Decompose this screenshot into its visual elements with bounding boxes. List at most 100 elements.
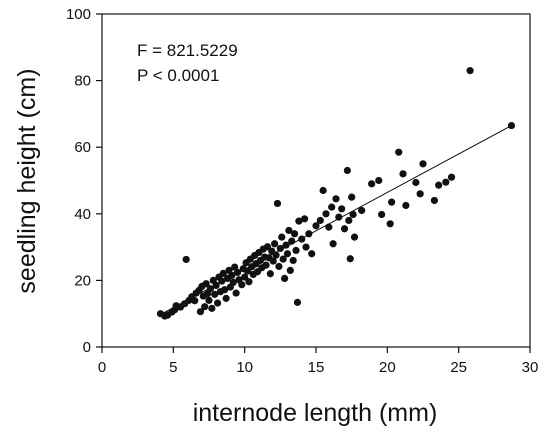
data-point (202, 280, 210, 288)
annotation-p-value: P < 0.0001 (137, 66, 219, 85)
data-point (286, 266, 294, 275)
data-point (332, 195, 340, 203)
data-point (300, 215, 309, 223)
data-point (466, 67, 474, 75)
data-point (358, 206, 366, 215)
data-point (312, 222, 320, 230)
data-point (245, 278, 253, 286)
data-point (269, 257, 277, 265)
data-point (218, 277, 226, 285)
data-point (273, 199, 282, 208)
y-tick-label: 80 (74, 73, 91, 90)
data-point (298, 235, 306, 243)
data-point (412, 178, 420, 187)
data-point (322, 210, 330, 218)
data-point (442, 178, 450, 186)
data-point (206, 285, 215, 293)
data-point (266, 270, 274, 278)
data-point (340, 225, 349, 233)
data-point (346, 255, 354, 263)
x-tick-label: 20 (379, 359, 396, 376)
data-point (278, 233, 286, 241)
data-point (345, 216, 353, 225)
x-tick-label: 5 (169, 359, 177, 376)
data-point (262, 261, 270, 269)
data-point (271, 240, 279, 248)
annotation-f-statistic: F = 821.5229 (137, 41, 238, 60)
data-point (232, 289, 240, 297)
data-point (416, 190, 424, 198)
data-point (386, 220, 394, 228)
data-point (275, 262, 283, 271)
data-point (368, 180, 376, 188)
y-tick-label: 100 (66, 6, 91, 23)
data-point (228, 271, 236, 280)
data-point (276, 244, 284, 253)
data-point (272, 251, 280, 259)
data-point (285, 226, 293, 235)
data-point (196, 308, 205, 316)
data-point (388, 198, 396, 206)
data-point (222, 294, 230, 302)
data-point (343, 166, 351, 175)
data-point (399, 170, 407, 178)
data-point (430, 196, 439, 205)
data-point (319, 186, 327, 195)
data-point (221, 286, 229, 294)
data-point (348, 193, 356, 201)
data-point (292, 246, 300, 255)
data-point (395, 148, 403, 156)
data-point (295, 217, 303, 225)
data-point (447, 173, 456, 181)
data-point (308, 250, 316, 258)
y-tick-label: 20 (74, 272, 91, 289)
data-point (375, 176, 383, 185)
x-tick-label: 30 (522, 359, 539, 376)
data-point (201, 303, 209, 311)
data-point (338, 205, 346, 213)
x-tick-label: 10 (236, 359, 253, 376)
data-point (349, 210, 357, 219)
chart-marks: 0 5 10 15 20 25 30 0 20 40 60 80 100 (66, 6, 538, 376)
data-point (191, 297, 199, 305)
data-point (288, 237, 296, 245)
data-point (283, 250, 292, 258)
data-point (208, 304, 216, 312)
data-point (302, 243, 310, 251)
data-point (335, 213, 343, 221)
data-point (305, 230, 313, 238)
plot-frame (101, 13, 531, 348)
data-point (182, 255, 190, 264)
data-point (231, 263, 239, 271)
x-tick-label: 25 (450, 359, 467, 376)
data-point (213, 299, 222, 307)
x-axis-title: internode length (mm) (193, 399, 438, 427)
x-tick-label: 0 (98, 359, 106, 376)
data-point (316, 216, 324, 225)
y-tick-label: 40 (74, 206, 91, 223)
data-point (419, 160, 427, 168)
data-point (329, 240, 337, 248)
x-tick-label: 15 (308, 359, 325, 376)
data-point (328, 203, 336, 211)
data-point (211, 290, 219, 298)
data-point (325, 223, 333, 231)
y-axis-title: seedling height (cm) (13, 68, 41, 293)
data-point (289, 256, 297, 265)
y-tick-label: 0 (83, 339, 91, 356)
data-point (233, 268, 242, 277)
data-point (507, 121, 516, 130)
data-point (205, 296, 213, 304)
data-point (241, 273, 249, 281)
y-tick-label: 60 (74, 139, 91, 156)
data-point (293, 298, 302, 306)
data-point (378, 210, 386, 219)
data-point (229, 278, 237, 286)
data-point (281, 274, 289, 283)
data-point (402, 201, 410, 210)
data-point (219, 269, 227, 278)
data-point (279, 255, 287, 263)
data-point (238, 281, 246, 289)
data-point (350, 233, 359, 241)
